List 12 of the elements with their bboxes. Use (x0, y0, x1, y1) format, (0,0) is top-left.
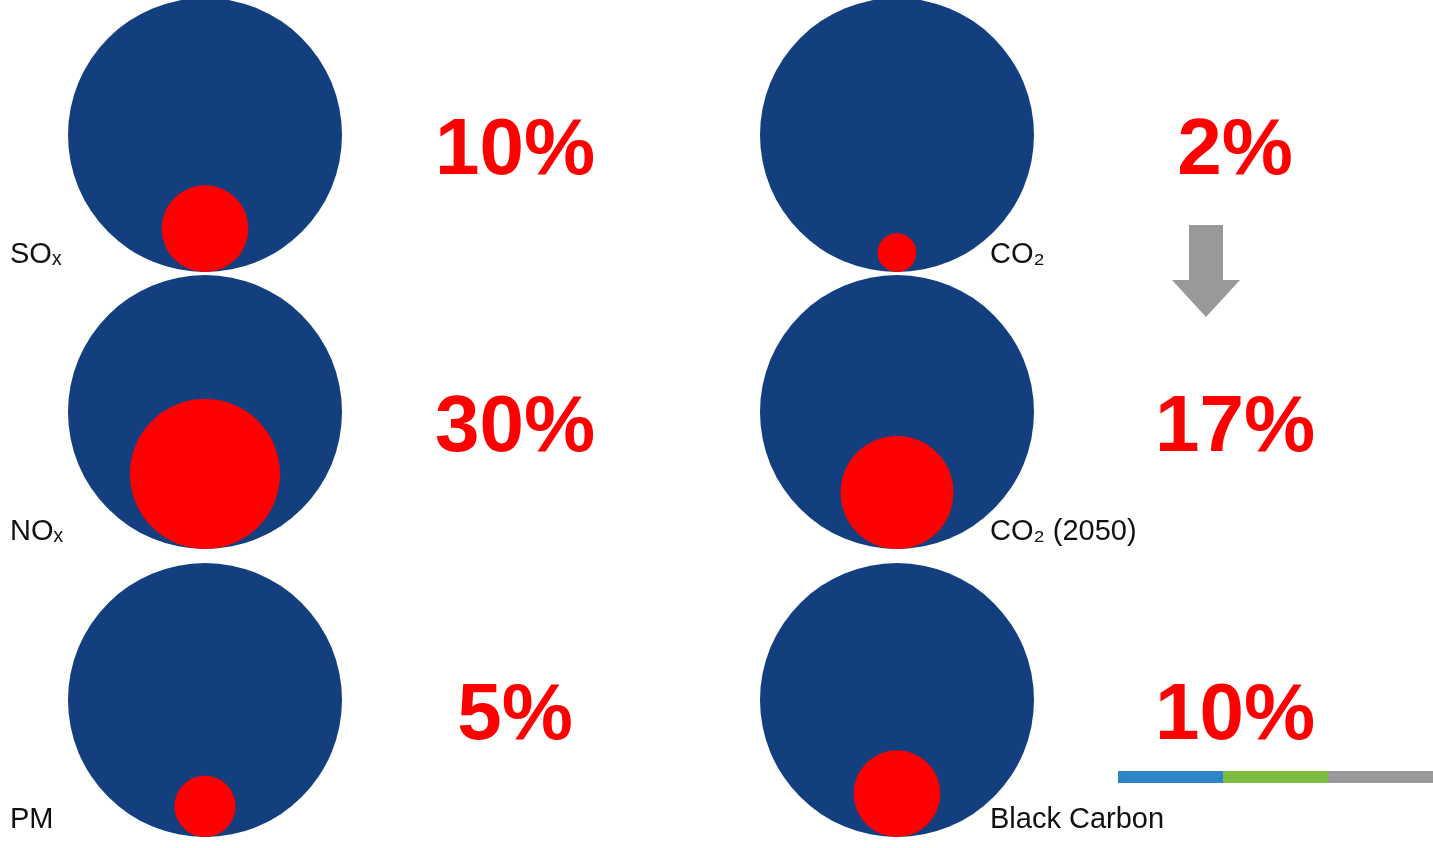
category-label: CO₂ (2050) (990, 514, 1137, 546)
category-label: Black Carbon (990, 802, 1165, 834)
category-label: PM (10, 802, 54, 834)
data-label: 2% (1177, 102, 1293, 191)
data-label: 30% (434, 379, 596, 468)
data-label: 10% (434, 102, 596, 191)
category-label: SOₓ (10, 237, 62, 269)
data-label: 17% (1154, 379, 1316, 468)
category-label: NOₓ (10, 514, 64, 546)
data-label: 10% (1154, 667, 1316, 756)
category-label: CO₂ (990, 237, 1045, 269)
data-label: 5% (457, 667, 573, 756)
